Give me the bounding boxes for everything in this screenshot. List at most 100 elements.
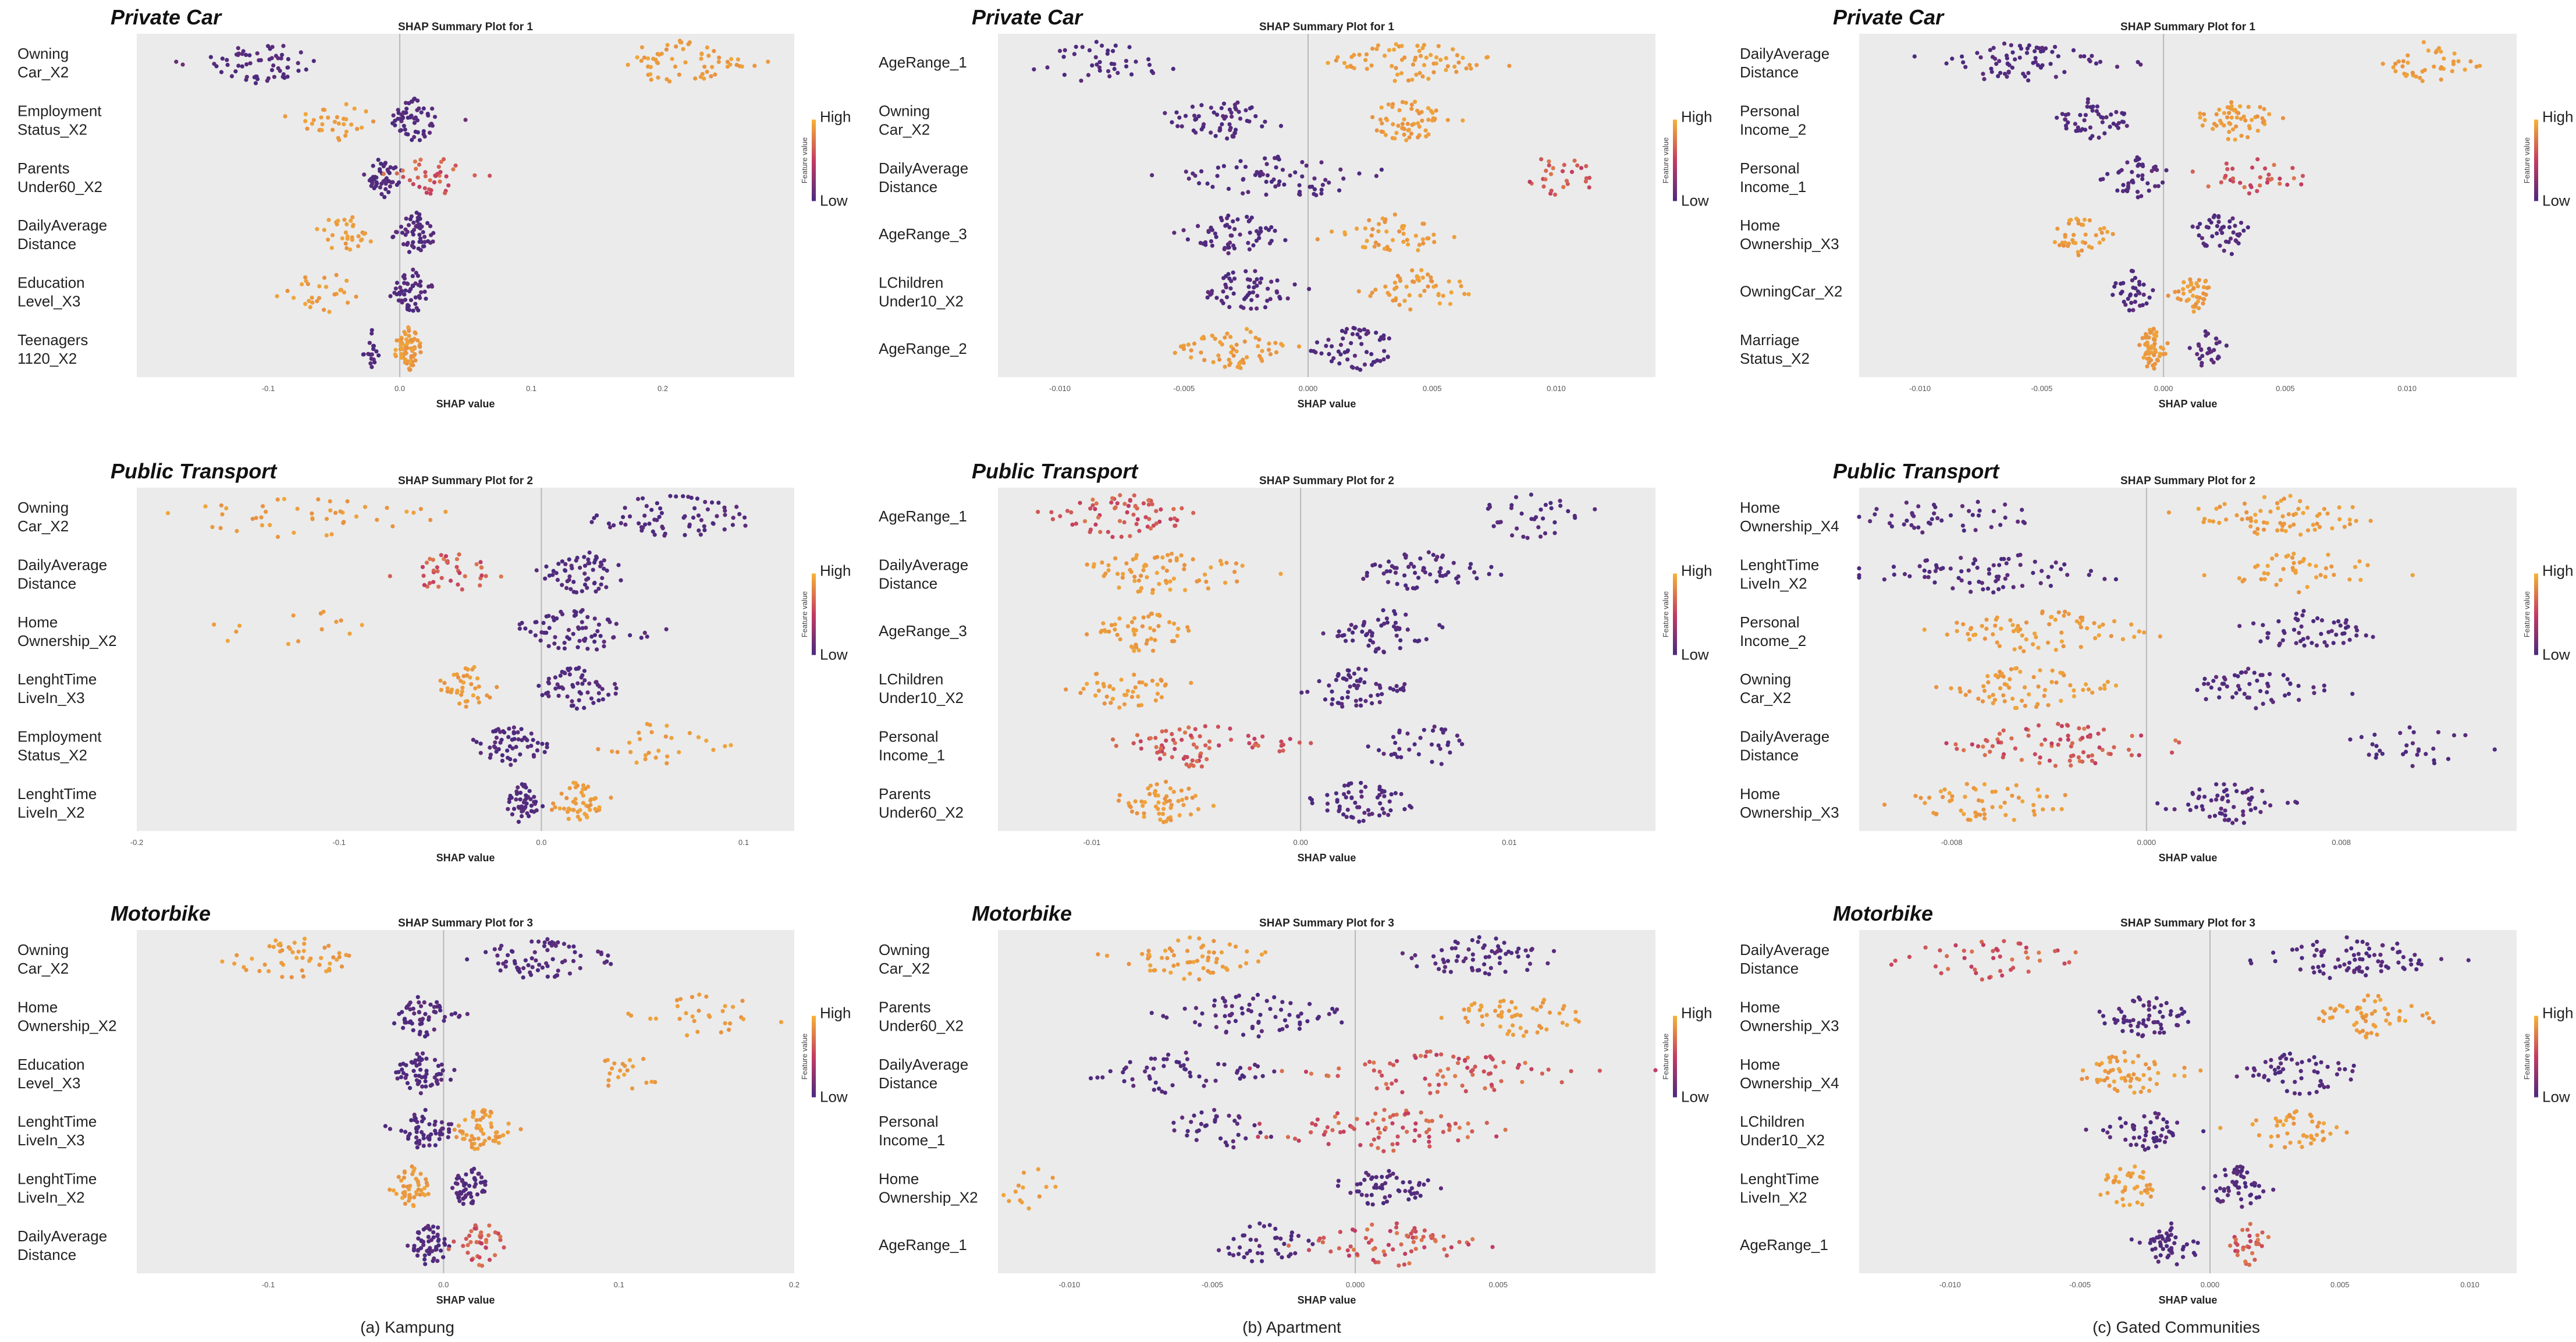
shap-point bbox=[589, 696, 594, 701]
shap-point bbox=[2098, 227, 2102, 232]
shap-point bbox=[2299, 182, 2304, 187]
shap-point bbox=[416, 246, 421, 251]
shap-point bbox=[2301, 637, 2305, 641]
shap-point bbox=[1321, 631, 1326, 636]
shap-point bbox=[2049, 565, 2054, 569]
shap-point bbox=[1456, 580, 1461, 585]
shap-point bbox=[1185, 755, 1189, 759]
shap-point bbox=[2090, 758, 2094, 763]
shap-point bbox=[336, 121, 341, 126]
shap-point bbox=[2202, 118, 2207, 122]
shap-point bbox=[2229, 115, 2234, 120]
shap-point bbox=[1363, 784, 1368, 789]
feature-label: LenghtTime LiveIn_X3 bbox=[17, 1113, 97, 1149]
shap-point bbox=[319, 627, 324, 631]
shap-point bbox=[1189, 348, 1193, 353]
shap-point bbox=[1932, 580, 1937, 585]
shap-point bbox=[421, 129, 426, 133]
shap-point bbox=[294, 956, 299, 960]
shap-point bbox=[1991, 509, 1996, 513]
shap-point bbox=[1417, 111, 1422, 116]
shap-point bbox=[581, 793, 586, 798]
shap-point bbox=[1207, 745, 1211, 751]
shap-point bbox=[286, 57, 290, 62]
shap-point bbox=[1177, 813, 1182, 818]
shap-point bbox=[582, 705, 587, 710]
legend-gradient-bar bbox=[1673, 119, 1677, 201]
shap-point bbox=[2147, 295, 2152, 300]
shap-point bbox=[1148, 968, 1153, 973]
shap-point bbox=[1390, 63, 1394, 69]
shap-point bbox=[1174, 558, 1179, 563]
shap-point bbox=[493, 1130, 499, 1135]
shap-point bbox=[498, 968, 503, 973]
shap-point bbox=[2033, 49, 2037, 54]
shap-point bbox=[1172, 1128, 1177, 1132]
shap-point bbox=[537, 963, 542, 967]
shap-point bbox=[404, 345, 409, 350]
shap-point bbox=[1374, 331, 1378, 335]
shap-point bbox=[2202, 681, 2207, 686]
shap-point bbox=[2023, 685, 2027, 690]
shap-point bbox=[2149, 344, 2154, 349]
shap-point bbox=[2036, 723, 2041, 728]
shap-point bbox=[649, 1080, 654, 1084]
shap-point bbox=[514, 744, 518, 750]
shap-point bbox=[1416, 135, 1420, 140]
shap-point bbox=[464, 1237, 468, 1241]
shap-point bbox=[1416, 121, 1420, 126]
shap-point bbox=[2034, 705, 2039, 709]
shap-point bbox=[607, 525, 613, 530]
shap-point bbox=[2239, 116, 2243, 121]
shap-point bbox=[2060, 112, 2065, 116]
shap-point bbox=[607, 1071, 612, 1076]
shap-point bbox=[1439, 727, 1444, 732]
shap-point bbox=[1146, 949, 1151, 953]
shap-point bbox=[2046, 640, 2051, 645]
shap-point bbox=[1210, 184, 1215, 189]
shap-point bbox=[596, 949, 601, 954]
shap-point bbox=[464, 1132, 469, 1137]
shap-point bbox=[1546, 1067, 1551, 1072]
shap-point bbox=[2012, 818, 2016, 822]
shap-point bbox=[435, 569, 440, 574]
shap-point bbox=[609, 796, 613, 800]
shap-point bbox=[416, 283, 421, 287]
shap-point bbox=[2114, 110, 2119, 115]
shap-point bbox=[2002, 72, 2007, 76]
shap-point bbox=[1429, 742, 1434, 747]
shap-point bbox=[2262, 800, 2267, 805]
shap-point bbox=[684, 1011, 688, 1016]
shap-point bbox=[286, 65, 290, 70]
shap-point bbox=[461, 1202, 466, 1206]
shap-point bbox=[453, 1011, 458, 1016]
shap-point bbox=[571, 944, 576, 949]
shap-point bbox=[582, 669, 587, 673]
shap-point bbox=[614, 686, 619, 691]
shap-point bbox=[2142, 630, 2147, 635]
shap-point bbox=[2196, 506, 2201, 511]
shap-point bbox=[1370, 227, 1375, 232]
shap-point bbox=[550, 957, 555, 961]
shap-point bbox=[1062, 73, 1067, 77]
shap-point bbox=[1488, 1071, 1493, 1076]
shap-point bbox=[1399, 755, 1404, 759]
shap-point bbox=[2195, 225, 2200, 230]
shap-point bbox=[1351, 638, 1355, 643]
shap-point bbox=[544, 564, 549, 569]
shap-point bbox=[542, 750, 547, 754]
shap-point bbox=[254, 516, 258, 520]
shap-point bbox=[1481, 946, 1486, 950]
shap-point bbox=[1410, 279, 1415, 284]
shap-point bbox=[1452, 235, 1456, 239]
shap-point bbox=[400, 168, 405, 173]
shap-point bbox=[596, 698, 601, 703]
shap-point bbox=[1423, 1076, 1427, 1081]
shap-point bbox=[1465, 1135, 1470, 1139]
shap-point bbox=[2294, 641, 2298, 645]
shap-point bbox=[383, 187, 388, 191]
shap-point bbox=[546, 613, 551, 618]
shap-point bbox=[1913, 794, 1918, 798]
shap-point bbox=[1448, 970, 1453, 974]
shap-point bbox=[1234, 342, 1239, 347]
